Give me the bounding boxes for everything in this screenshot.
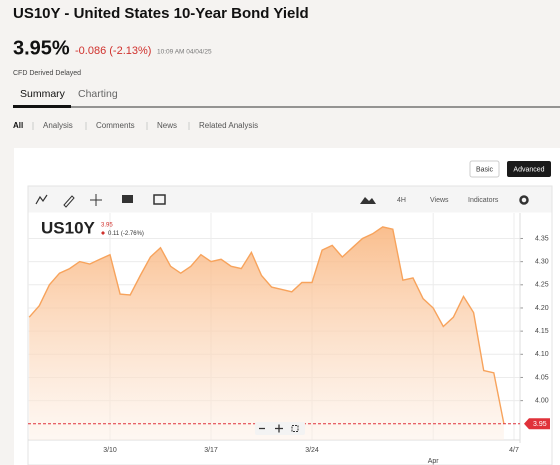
x-tick-label: 4/7 [509, 447, 519, 454]
y-tick-label: 4.15 [535, 328, 549, 335]
legend-value: 3.95 [101, 223, 113, 229]
nav-link[interactable]: Analysis [43, 121, 73, 130]
last-price-tag [524, 418, 550, 430]
x-tick-label: Apr [428, 458, 440, 465]
y-tick-label: 4.05 [535, 374, 549, 381]
settings-icon[interactable] [519, 195, 529, 205]
advanced-button[interactable] [507, 161, 551, 177]
nav-link[interactable]: News [157, 121, 177, 130]
trend-icon[interactable] [35, 194, 48, 205]
delay-note: CFD Derived Delayed [13, 70, 81, 77]
active-tab-underline [13, 105, 71, 108]
fullscreen-button[interactable] [291, 425, 299, 432]
tab[interactable]: Summary [20, 88, 66, 100]
tabs: Summary Charting [20, 88, 118, 100]
draw-icon[interactable] [63, 195, 75, 208]
indicators[interactable]: Indicators [468, 197, 499, 204]
change: -0.086 (-2.13%) [75, 45, 151, 57]
nav: All Analysis Comments News Related Analysis [13, 121, 258, 130]
toolbar [28, 186, 552, 213]
chart-type-icon[interactable] [360, 197, 376, 204]
zoom-buttons[interactable] [259, 424, 283, 433]
legend-change: 0.11 (-2.76%) [108, 231, 144, 237]
basic-button[interactable] [469, 160, 500, 178]
comment-icon[interactable] [122, 195, 133, 203]
page-title: US10Y - United States 10-Year Bond Yield [13, 5, 309, 22]
x-tick-label: 3/10 [103, 447, 117, 454]
plot: 4.00 4.05 4.10 4.15 4.20 4.25 4.30 4.35 3/10 3/17… [28, 213, 550, 465]
x-tick-label: 3/17 [204, 447, 218, 454]
y-tick-label: 4.00 [535, 397, 549, 404]
area [29, 226, 504, 440]
line [28, 226, 505, 424]
last-price-label: 3.95 [533, 421, 547, 428]
panel-icon[interactable] [153, 194, 166, 205]
x-tick-label: 3/24 [305, 447, 319, 454]
nav-link[interactable]: Comments [96, 121, 135, 130]
timestamp: 10:09 AM 04/04/25 [157, 49, 212, 56]
y-tick-label: 4.20 [535, 305, 549, 312]
y-tick-label: 4.30 [535, 258, 549, 265]
cross-icon[interactable] [90, 194, 102, 206]
price: 3.95% [13, 37, 70, 59]
y-tick-label: 4.25 [535, 282, 549, 289]
tab[interactable]: Charting [78, 88, 118, 100]
y-tick-label: 4.10 [535, 351, 549, 358]
y-tick-label: 4.35 [535, 235, 549, 242]
basic-label[interactable]: Basic [476, 166, 494, 173]
nav-link[interactable]: All [13, 121, 23, 130]
interval[interactable]: 4H [397, 197, 406, 204]
legend-diamond [101, 231, 105, 235]
views[interactable]: Views [430, 197, 449, 204]
advanced-label[interactable]: Advanced [513, 166, 544, 173]
nav-link[interactable]: Related Analysis [199, 121, 258, 130]
symbol: US10Y [41, 218, 96, 237]
